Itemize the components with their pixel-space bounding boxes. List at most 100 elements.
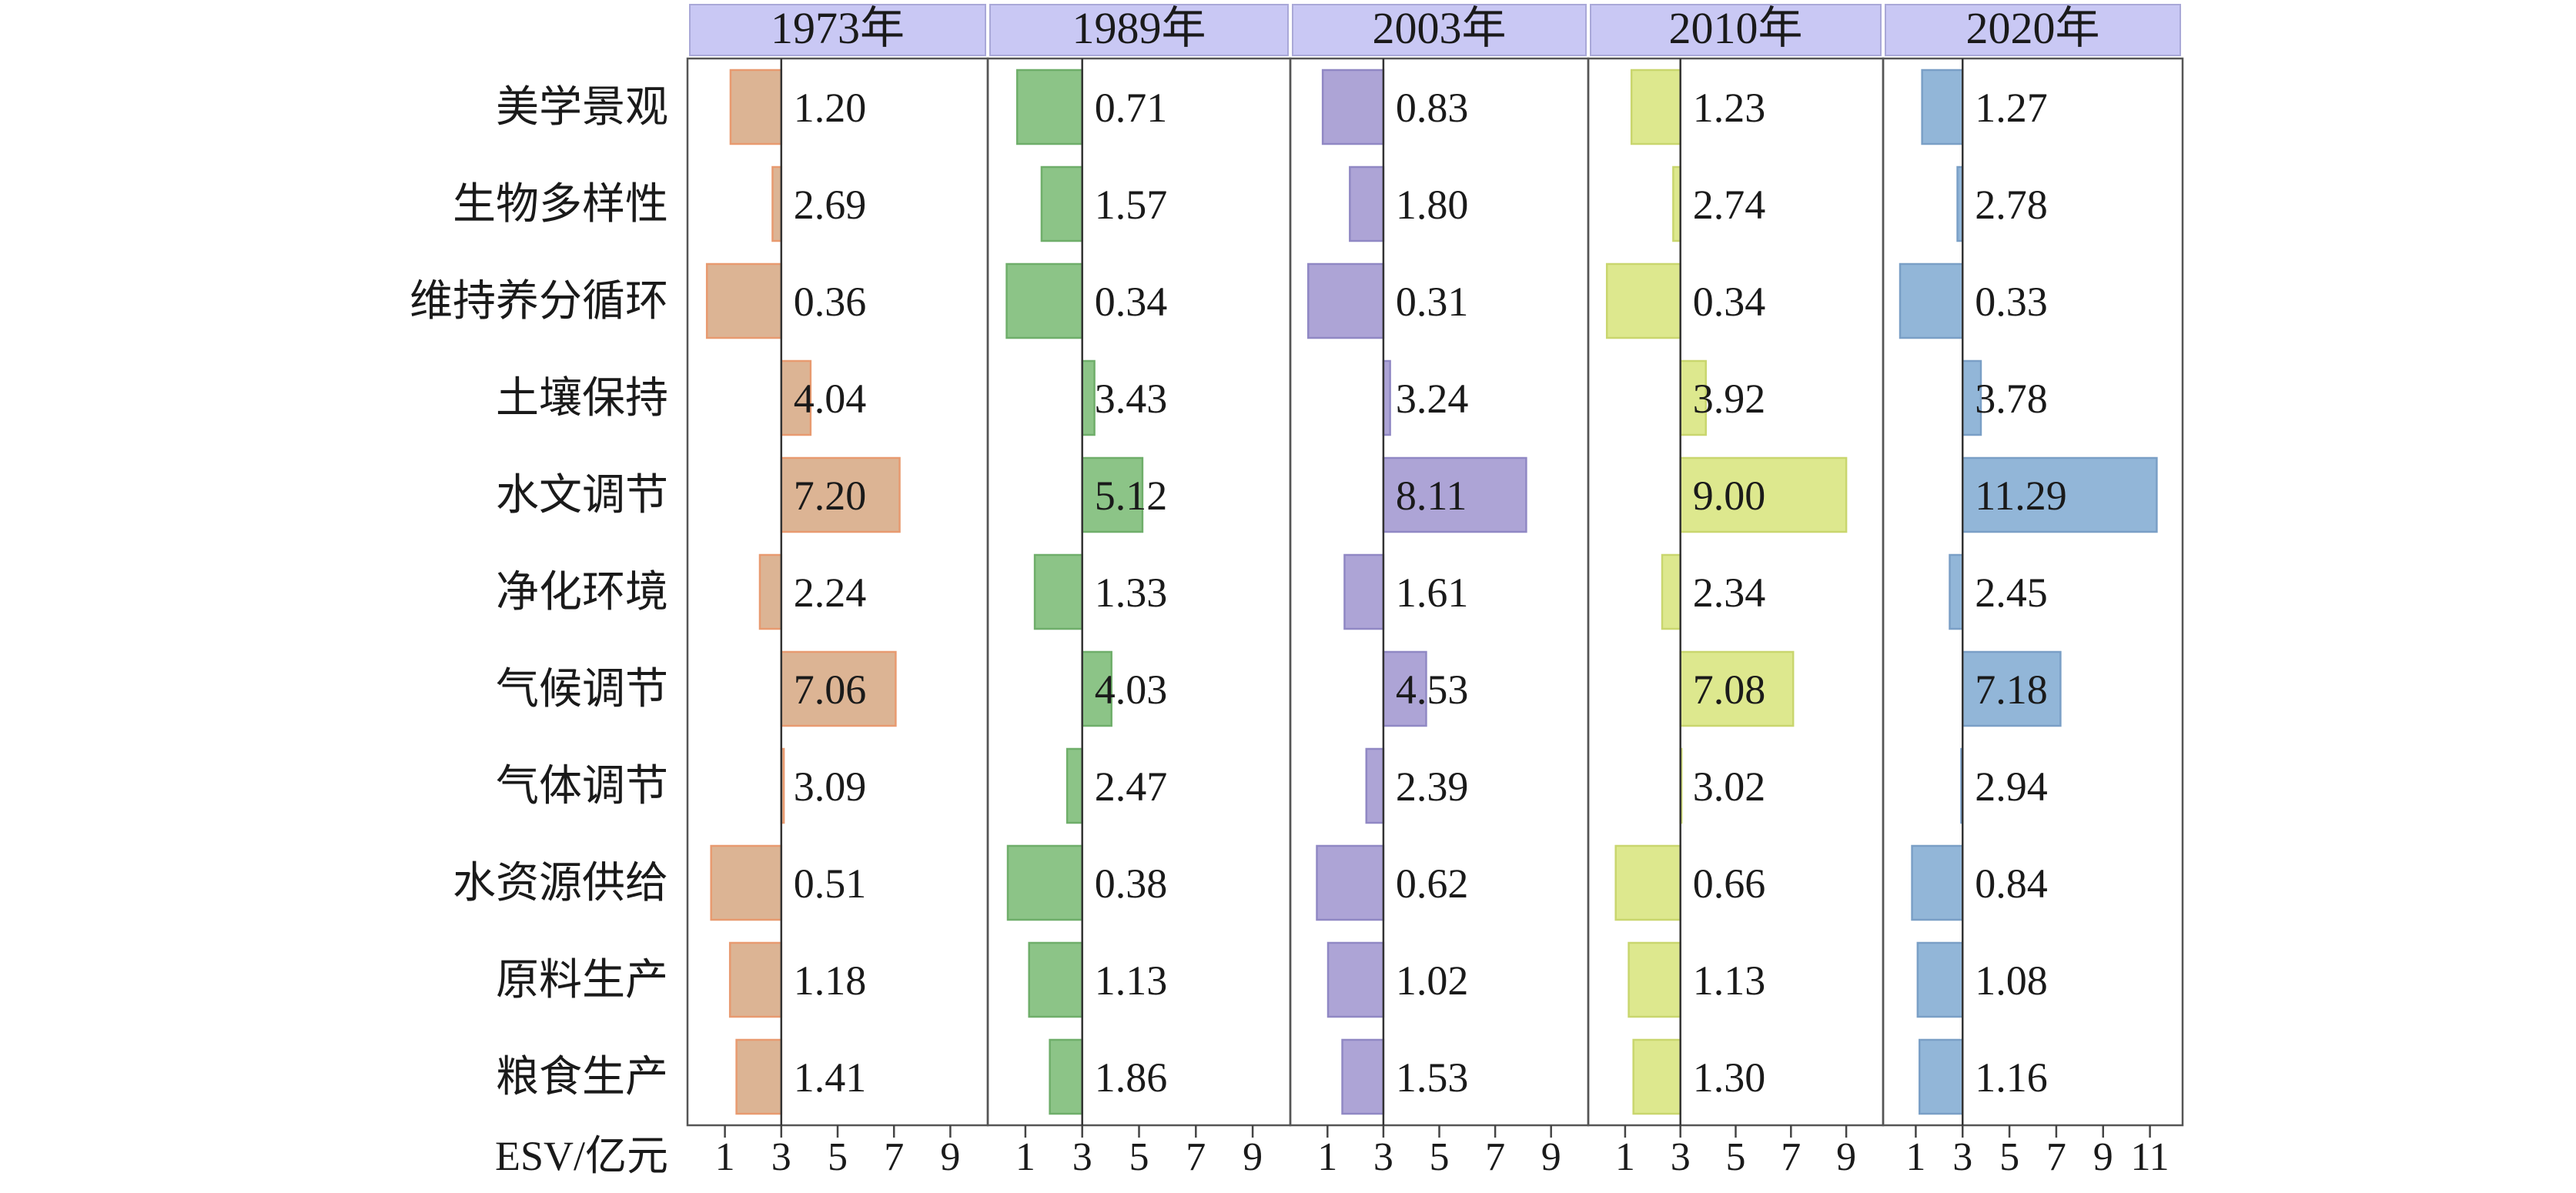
bar [1962,650,2062,727]
bar [1916,941,1964,1018]
data-label: 2.24 [794,570,867,616]
data-label: 0.84 [1975,860,2048,907]
category-label: 气体调节 [496,763,668,810]
data-label: 4.53 [1396,667,1469,713]
tick-label: 1 [1905,1135,1925,1179]
panel-header [1292,4,1587,56]
bar [1316,844,1385,921]
panel-title: 1973年 [771,3,905,53]
data-label: 3.92 [1693,376,1766,422]
bar [1382,359,1391,436]
data-label: 0.31 [1396,279,1469,325]
category-label: 原料生产 [496,957,668,1004]
category-label: 美学景观 [496,84,668,132]
data-label: 8.11 [1396,473,1467,519]
bar [1899,262,1964,339]
panel-title: 1989年 [1072,3,1206,53]
tick-label: 7 [1781,1135,1801,1179]
data-label: 9.00 [1693,473,1766,519]
tick-label: 7 [884,1135,904,1179]
bar [1326,941,1385,1018]
bar [1307,262,1385,339]
bar [1605,262,1681,339]
tick-label: 3 [771,1135,791,1179]
bar [1921,69,1964,145]
data-label: 1.80 [1396,182,1469,228]
tick-label: 1 [1317,1135,1337,1179]
bar [728,941,783,1018]
bar [1015,69,1083,145]
data-label: 0.66 [1693,860,1766,907]
data-label: 7.20 [794,473,867,519]
data-label: 0.34 [1095,279,1168,325]
data-label: 0.71 [1095,85,1168,131]
bar [1679,650,1795,727]
tick-label: 5 [1726,1135,1746,1179]
tick-label: 5 [828,1135,848,1179]
data-label: 1.86 [1095,1054,1168,1101]
category-label: 生物多样性 [453,181,668,229]
x-axis-label: ESV/亿元 [495,1133,668,1179]
data-label: 4.04 [794,376,867,422]
data-label: 3.02 [1693,764,1766,810]
data-label: 1.53 [1396,1054,1469,1101]
category-label: 粮食生产 [496,1054,668,1101]
data-label: 1.23 [1693,85,1766,131]
category-label: 气候调节 [496,666,668,713]
bar [1049,1038,1083,1115]
data-label: 11.29 [1975,473,2067,519]
tick-label: 11 [2131,1135,2170,1179]
category-label: 维持养分循环 [410,278,668,326]
data-label: 1.02 [1396,957,1469,1004]
bar [1341,1038,1385,1115]
bar [1005,262,1083,339]
tick-label: 1 [1615,1135,1635,1179]
data-label: 7.18 [1975,667,2048,713]
tick-label: 5 [1129,1135,1149,1179]
panel-header [1885,4,2181,56]
tick-label: 1 [715,1135,735,1179]
panel-title: 2010年 [1668,3,1802,53]
panel-title: 2003年 [1372,3,1506,53]
data-label: 0.62 [1396,860,1469,907]
data-label: 1.27 [1975,85,2048,131]
bar [1321,69,1385,145]
bar [1382,650,1427,727]
bar [1343,553,1385,630]
data-label: 1.18 [794,957,867,1004]
tick-label: 3 [1671,1135,1691,1179]
data-label: 1.08 [1975,957,2048,1004]
bar [705,262,783,339]
data-label: 3.24 [1396,376,1469,422]
data-label: 1.13 [1693,957,1766,1004]
data-label: 0.36 [794,279,867,325]
data-label: 1.30 [1693,1054,1766,1101]
bar [1962,456,2158,533]
bar [1382,456,1527,533]
data-label: 0.38 [1095,860,1168,907]
tick-label: 9 [1541,1135,1561,1179]
bar [1081,650,1112,727]
panel-frame [1882,57,2184,1127]
data-label: 2.39 [1396,764,1469,810]
bar [1628,941,1681,1018]
bar [710,844,783,921]
bar [1679,456,1848,533]
bar [1630,69,1681,145]
data-label: 4.03 [1095,667,1168,713]
category-label: 水文调节 [496,472,668,520]
tick-label: 7 [2046,1135,2066,1179]
data-label: 3.09 [794,764,867,810]
tick-label: 7 [1186,1135,1206,1179]
tick-label: 1 [1015,1135,1035,1179]
bar [1081,456,1144,533]
bar [780,359,812,436]
tick-label: 9 [2093,1135,2113,1179]
data-label: 3.78 [1975,376,2048,422]
bar [1911,844,1964,921]
data-label: 2.45 [1975,570,2048,616]
data-label: 2.47 [1095,764,1168,810]
bar [1066,747,1083,824]
tick-label: 3 [1072,1135,1092,1179]
